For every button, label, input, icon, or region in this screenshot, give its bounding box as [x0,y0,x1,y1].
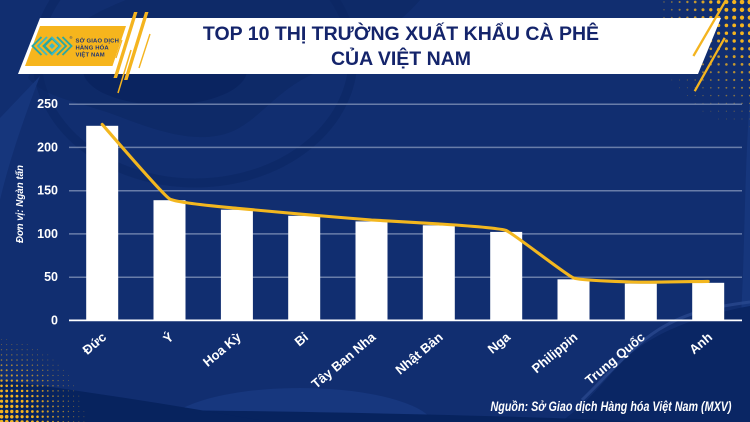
svg-text:0: 0 [51,313,58,327]
svg-text:VIỆT NAM: VIỆT NAM [76,51,105,59]
svg-text:HÀNG HÓA: HÀNG HÓA [76,44,110,52]
svg-text:SỞ GIAO DỊCH: SỞ GIAO DỊCH [76,38,119,45]
svg-text:100: 100 [37,227,58,241]
svg-text:250: 250 [37,97,58,111]
svg-text:TOP 10 THỊ TRƯỜNG XUẤT KHẨU CÀ: TOP 10 THỊ TRƯỜNG XUẤT KHẨU CÀ PHÊ [203,21,599,45]
svg-text:50: 50 [44,270,58,284]
svg-text:Đơn vị: Ngàn tấn: Đơn vị: Ngàn tấn [14,165,26,243]
svg-text:Nguồn: Sở Giao dịch Hàng hóa V: Nguồn: Sở Giao dịch Hàng hóa Việt Nam (M… [491,399,732,414]
svg-text:200: 200 [37,140,58,154]
svg-text:®: ® [70,35,73,40]
svg-text:150: 150 [37,184,58,198]
svg-text:CỦA VIỆT NAM: CỦA VIỆT NAM [331,46,471,70]
